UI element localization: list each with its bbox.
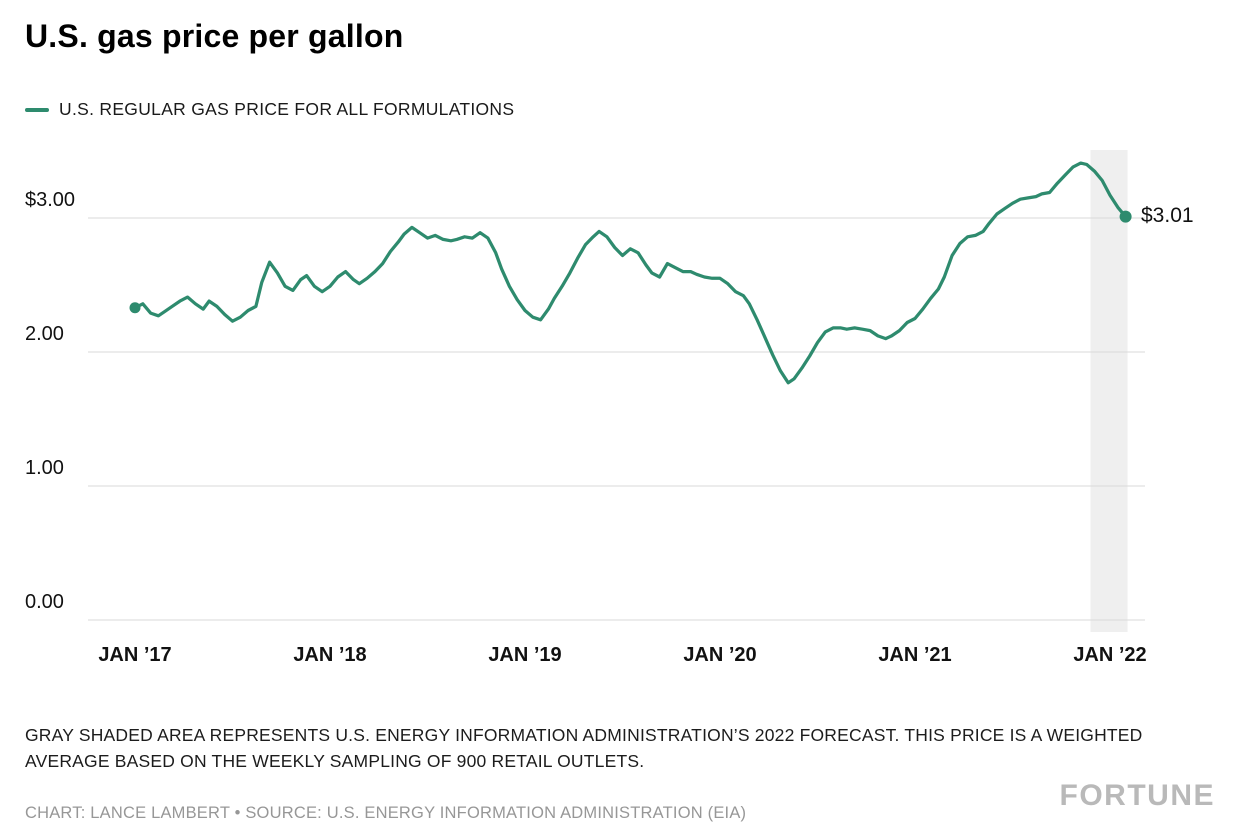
end-point-marker [1119, 210, 1132, 223]
fortune-logo: FORTUNE [1059, 779, 1215, 812]
start-point-marker [129, 302, 141, 314]
x-axis-tick-label: JAN ’17 [98, 644, 172, 666]
price-line [133, 161, 1128, 385]
forecast-band [1090, 150, 1128, 632]
x-axis-tick-label: JAN ’19 [488, 644, 562, 666]
x-axis-tick-label: JAN ’21 [878, 644, 952, 666]
y-axis-tick-label: $3.00 [25, 189, 76, 211]
x-axis-tick-label: JAN ’18 [293, 644, 367, 666]
legend-line-swatch [25, 107, 49, 112]
line-chart-canvas[interactable] [0, 0, 1240, 700]
legend: U.S. REGULAR GAS PRICE FOR ALL FORMULATI… [25, 99, 514, 120]
y-axis-tick-label: 2.00 [25, 323, 64, 345]
end-value-annotation: $3.01 [1141, 204, 1194, 227]
legend-label: U.S. REGULAR GAS PRICE FOR ALL FORMULATI… [59, 99, 515, 119]
y-axis-tick-label: 1.00 [25, 457, 64, 479]
chart-title: U.S. gas price per gallon [25, 18, 404, 54]
credit-line: CHART: LANCE LAMBERT • SOURCE: U.S. ENER… [25, 803, 747, 822]
y-axis-tick-label: 0.00 [25, 591, 64, 613]
x-axis-tick-label: JAN ’20 [683, 644, 757, 666]
footnote: GRAY SHADED AREA REPRESENTS U.S. ENERGY … [25, 724, 1143, 772]
x-axis-tick-label: JAN ’22 [1073, 644, 1147, 666]
